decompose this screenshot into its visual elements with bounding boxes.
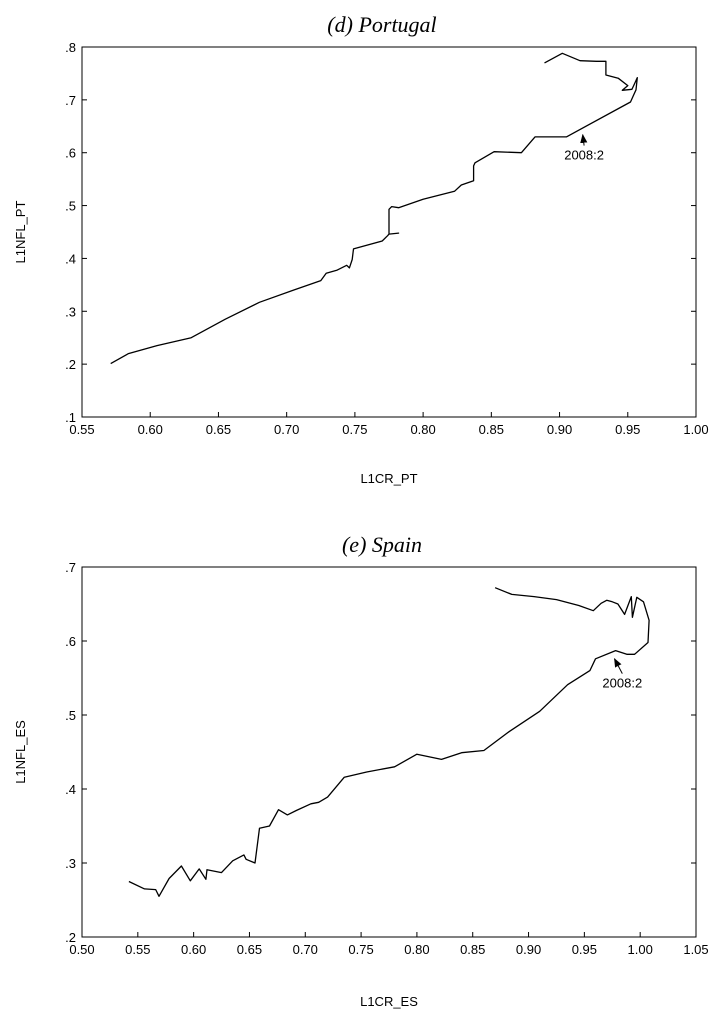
axes: 0.55 0.60 0.65 0.70 0.75 0.80 0.85 0.90 0.95 1.00… <box>65 40 709 437</box>
x-tick-label: 0.95 <box>572 942 597 957</box>
x-tick-label: 0.90 <box>547 422 572 437</box>
y-tick-label: .8 <box>65 40 76 55</box>
y-tick-label: .2 <box>65 930 76 945</box>
x-tick-label: 0.70 <box>274 422 299 437</box>
annotation-label: 2008:2 <box>602 676 642 691</box>
chart-panel-spain: (e) Spain 0.50 0.55 0.60 0.65 0.70 0.75 0.80 0.… <box>13 532 709 1009</box>
plot-frame <box>81 566 697 938</box>
x-tick-label: 0.75 <box>348 942 373 957</box>
series <box>110 52 638 365</box>
y-tick-label: .1 <box>65 410 76 425</box>
x-tick-label: 0.80 <box>410 422 435 437</box>
x-tick-label: 0.55 <box>125 942 150 957</box>
y-tick-label: .3 <box>65 856 76 871</box>
annotations: 2008:2 <box>602 657 642 691</box>
series-line <box>110 52 638 365</box>
y-axis-label: L1NFL_PT <box>13 201 28 264</box>
series-line <box>128 587 650 897</box>
chart-title: (d) Portugal <box>327 12 436 37</box>
annotations: 2008:2 <box>564 133 604 163</box>
y-tick-label: .5 <box>65 199 76 214</box>
x-axis-label: L1CR_ES <box>360 994 418 1009</box>
y-tick-label: .7 <box>65 93 76 108</box>
annotation-arrow <box>580 133 588 146</box>
x-tick-label: 0.90 <box>516 942 541 957</box>
x-tick-label: 0.75 <box>342 422 367 437</box>
y-tick-label: .4 <box>65 782 76 797</box>
x-tick-label: 0.60 <box>181 942 206 957</box>
y-tick-label: .3 <box>65 304 76 319</box>
x-tick-label: 0.65 <box>206 422 231 437</box>
x-tick-label: 0.65 <box>237 942 262 957</box>
chart-panel-portugal: (d) Portugal 0.55 0.60 0.65 0.70 0.75 0.80 0.8… <box>13 12 709 486</box>
annotation-arrow <box>614 657 623 674</box>
plot-frame <box>81 46 697 418</box>
x-tick-label: 0.85 <box>460 942 485 957</box>
y-tick-label: .6 <box>65 146 76 161</box>
x-tick-label: 1.00 <box>683 422 708 437</box>
x-tick-label: 0.85 <box>479 422 504 437</box>
annotation-label: 2008:2 <box>564 148 604 163</box>
x-tick-label: 0.55 <box>69 422 94 437</box>
x-axis-label: L1CR_PT <box>360 471 417 486</box>
y-tick-label: .7 <box>65 560 76 575</box>
chart-title: (e) Spain <box>342 532 422 557</box>
axes: 0.50 0.55 0.60 0.65 0.70 0.75 0.80 0.85 0.90 0.95… <box>65 560 709 957</box>
x-tick-label: 0.95 <box>615 422 640 437</box>
y-tick-label: .4 <box>65 251 76 266</box>
x-tick-label: 0.80 <box>404 942 429 957</box>
x-tick-label: 0.50 <box>69 942 94 957</box>
y-tick-label: .6 <box>65 634 76 649</box>
y-tick-label: .2 <box>65 357 76 372</box>
series <box>128 587 650 897</box>
x-tick-label: 0.70 <box>293 942 318 957</box>
x-tick-label: 1.05 <box>683 942 708 957</box>
x-tick-label: 1.00 <box>628 942 653 957</box>
y-tick-label: .5 <box>65 708 76 723</box>
y-axis-label: L1NFL_ES <box>13 720 28 784</box>
x-tick-label: 0.60 <box>138 422 163 437</box>
